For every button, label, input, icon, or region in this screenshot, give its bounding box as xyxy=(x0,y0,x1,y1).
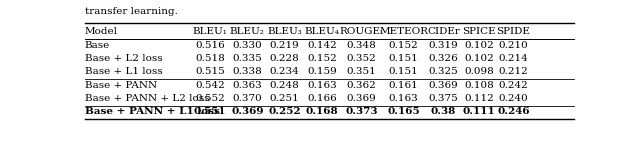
Text: SPIDE: SPIDE xyxy=(497,27,531,36)
Text: CIDEr: CIDEr xyxy=(427,27,460,36)
Text: BLEU₁: BLEU₁ xyxy=(193,27,228,36)
Text: transfer learning.: transfer learning. xyxy=(85,7,178,16)
Text: 0.234: 0.234 xyxy=(269,67,300,76)
Text: BLEU₂: BLEU₂ xyxy=(230,27,265,36)
Text: 0.151: 0.151 xyxy=(388,67,419,76)
Text: 0.152: 0.152 xyxy=(388,41,419,50)
Text: 0.326: 0.326 xyxy=(428,54,458,63)
Text: 0.242: 0.242 xyxy=(499,81,529,90)
Text: 0.330: 0.330 xyxy=(232,41,262,50)
Text: 0.362: 0.362 xyxy=(347,81,376,90)
Text: 0.348: 0.348 xyxy=(347,41,376,50)
Text: 0.369: 0.369 xyxy=(347,94,376,103)
Text: 0.142: 0.142 xyxy=(307,41,337,50)
Text: 0.515: 0.515 xyxy=(195,67,225,76)
Text: METEOR: METEOR xyxy=(379,27,428,36)
Text: 0.552: 0.552 xyxy=(195,94,225,103)
Text: 0.098: 0.098 xyxy=(464,67,493,76)
Text: 0.335: 0.335 xyxy=(232,54,262,63)
Text: 0.152: 0.152 xyxy=(307,54,337,63)
Text: 0.165: 0.165 xyxy=(387,107,420,116)
Text: Base + L1 loss: Base + L1 loss xyxy=(85,67,163,76)
Text: 0.163: 0.163 xyxy=(307,81,337,90)
Text: 0.351: 0.351 xyxy=(347,67,376,76)
Text: 0.166: 0.166 xyxy=(307,94,337,103)
Text: 0.251: 0.251 xyxy=(269,94,300,103)
Text: 0.102: 0.102 xyxy=(464,41,493,50)
Text: 0.214: 0.214 xyxy=(499,54,529,63)
Text: 0.252: 0.252 xyxy=(268,107,301,116)
Text: 0.363: 0.363 xyxy=(232,81,262,90)
Text: 0.161: 0.161 xyxy=(388,81,419,90)
Text: 0.370: 0.370 xyxy=(232,94,262,103)
Text: 0.373: 0.373 xyxy=(345,107,378,116)
Text: 0.325: 0.325 xyxy=(428,67,458,76)
Text: BLEU₃: BLEU₃ xyxy=(268,27,302,36)
Text: 0.375: 0.375 xyxy=(428,94,458,103)
Text: 0.228: 0.228 xyxy=(269,54,300,63)
Text: SPICE: SPICE xyxy=(462,27,495,36)
Text: 0.369: 0.369 xyxy=(428,81,458,90)
Text: 0.212: 0.212 xyxy=(499,67,529,76)
Text: 0.542: 0.542 xyxy=(195,81,225,90)
Text: 0.163: 0.163 xyxy=(388,94,419,103)
Text: 0.248: 0.248 xyxy=(269,81,300,90)
Text: 0.518: 0.518 xyxy=(195,54,225,63)
Text: 0.210: 0.210 xyxy=(499,41,529,50)
Text: 0.352: 0.352 xyxy=(347,54,376,63)
Text: Model: Model xyxy=(85,27,118,36)
Text: 0.168: 0.168 xyxy=(305,107,338,116)
Text: Base + PANN: Base + PANN xyxy=(85,81,157,90)
Text: 0.159: 0.159 xyxy=(307,67,337,76)
Text: 0.108: 0.108 xyxy=(464,81,493,90)
Text: 0.319: 0.319 xyxy=(428,41,458,50)
Text: 0.246: 0.246 xyxy=(497,107,530,116)
Text: ROUGEₗ: ROUGEₗ xyxy=(340,27,383,36)
Text: 0.338: 0.338 xyxy=(232,67,262,76)
Text: Base + L2 loss: Base + L2 loss xyxy=(85,54,163,63)
Text: BLEU₄: BLEU₄ xyxy=(305,27,339,36)
Text: 0.551: 0.551 xyxy=(194,107,227,116)
Text: Base + PANN + L2 loss: Base + PANN + L2 loss xyxy=(85,94,209,103)
Text: 0.102: 0.102 xyxy=(464,54,493,63)
Text: 0.516: 0.516 xyxy=(195,41,225,50)
Text: 0.111: 0.111 xyxy=(463,107,495,116)
Text: 0.38: 0.38 xyxy=(431,107,456,116)
Text: 0.219: 0.219 xyxy=(269,41,300,50)
Text: 0.151: 0.151 xyxy=(388,54,419,63)
Text: 0.112: 0.112 xyxy=(464,94,493,103)
Text: Base: Base xyxy=(85,41,110,50)
Text: 0.369: 0.369 xyxy=(231,107,264,116)
Text: 0.240: 0.240 xyxy=(499,94,529,103)
Text: Base + PANN + L1 loss: Base + PANN + L1 loss xyxy=(85,107,220,116)
